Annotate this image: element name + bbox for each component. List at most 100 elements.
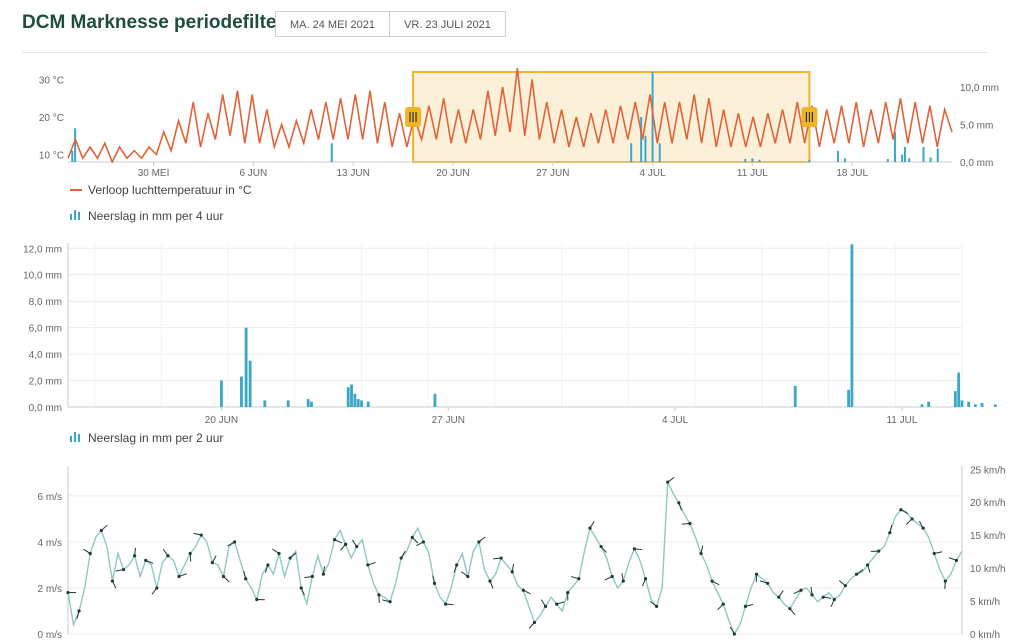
wind-point xyxy=(299,586,303,590)
precip-bar xyxy=(346,387,350,407)
precip-bar xyxy=(644,135,647,162)
wind-point xyxy=(532,620,537,625)
wind-point xyxy=(810,593,814,597)
y-tick-label: 8,0 mm xyxy=(29,297,62,308)
line-swatch-icon xyxy=(70,188,82,191)
wind-point xyxy=(488,579,492,583)
wind-point xyxy=(943,579,947,583)
wind-point xyxy=(443,602,448,606)
wind-point xyxy=(521,588,525,592)
y-right-tick-label: 0 km/h xyxy=(970,630,1000,640)
precip-bar xyxy=(847,389,850,407)
y-left-tick-label: 6 m/s xyxy=(38,492,62,503)
y-right-tick-label: 20 km/h xyxy=(970,498,1006,509)
date-end-button[interactable]: VR. 23 JULI 2021 xyxy=(389,11,506,37)
wind-point xyxy=(510,570,514,574)
wind-point xyxy=(666,480,670,484)
navigator-handle-right[interactable] xyxy=(801,107,818,127)
temperature-line xyxy=(67,68,953,164)
wind-point xyxy=(466,574,470,579)
precip-bar xyxy=(927,401,931,407)
y-right-tick-label: 10 km/h xyxy=(970,564,1006,575)
wind-point xyxy=(266,563,270,567)
x-tick-label: 11 JUL xyxy=(886,415,917,426)
page-title: DCM Marknesse periodefilter xyxy=(22,12,284,33)
precip-bar xyxy=(973,404,977,407)
precip-bar xyxy=(793,385,797,407)
wind-point xyxy=(843,584,847,588)
wind-point xyxy=(99,528,103,533)
header-divider xyxy=(22,52,988,53)
x-tick-label: 20 JUN xyxy=(205,415,238,426)
wind-point xyxy=(221,574,226,579)
wind-point xyxy=(699,551,703,556)
wind-point xyxy=(121,567,126,572)
wind-point xyxy=(421,540,425,544)
wind-point xyxy=(155,586,159,590)
y-tick-label: 4,0 mm xyxy=(29,350,62,361)
wind-point xyxy=(355,544,359,549)
wind-point xyxy=(310,574,314,579)
wind-point xyxy=(888,531,892,535)
legend-temperature-label: Verloop luchttemperatuur in °C xyxy=(88,183,252,197)
precip-bar xyxy=(953,391,957,407)
wind-point xyxy=(654,604,659,608)
wind-point xyxy=(499,556,503,560)
precip-bar xyxy=(993,404,997,407)
y-left-tick-label: 4 m/s xyxy=(38,538,62,549)
wind-point xyxy=(710,579,714,583)
x-tick-label: 27 JUN xyxy=(432,415,465,426)
precip-bar xyxy=(929,157,932,162)
x-tick-label: 4 JUL xyxy=(640,168,667,179)
wind-point xyxy=(555,602,559,606)
y-left-tick-label: 2 m/s xyxy=(38,584,62,595)
precip-bar xyxy=(74,128,77,162)
x-tick-label: 27 JUN xyxy=(536,168,569,179)
precip-bar xyxy=(908,158,911,162)
precip-bar xyxy=(922,147,925,162)
y-left-tick-label: 0 m/s xyxy=(38,630,62,640)
wind-point xyxy=(599,544,603,549)
wind-point xyxy=(877,549,881,553)
precip-bar xyxy=(758,159,761,162)
legend-precip-4h-label: Neerslag in mm per 4 uur xyxy=(88,209,224,223)
wind-point xyxy=(610,574,614,579)
wind-point xyxy=(88,551,92,556)
precip-bar xyxy=(240,376,243,407)
precip-bar xyxy=(360,400,363,407)
wind-point xyxy=(210,561,214,565)
wind-point xyxy=(344,542,348,546)
bar-swatch-icon xyxy=(70,210,80,221)
wind-point xyxy=(110,579,115,583)
y-right-tick-label: 15 km/h xyxy=(970,531,1006,542)
bar-swatch-icon xyxy=(70,432,80,443)
wind-point xyxy=(754,572,759,576)
navigator-handle-left[interactable] xyxy=(405,107,422,127)
legend-precip-2h[interactable]: Neerslag in mm per 2 uur xyxy=(70,431,223,445)
x-tick-label: 13 JUN xyxy=(336,168,369,179)
wind-point xyxy=(144,558,148,562)
precip-bar xyxy=(844,158,847,162)
legend-precip-4h[interactable]: Neerslag in mm per 4 uur xyxy=(70,209,223,223)
precip-bar xyxy=(920,404,924,407)
wind-point xyxy=(477,540,481,544)
precip-bar xyxy=(658,143,661,162)
wind-point xyxy=(932,551,936,556)
wind-point xyxy=(566,590,570,595)
y-right-tick-label: 5 km/h xyxy=(970,597,1000,608)
wind-point xyxy=(577,577,581,581)
precip-bar xyxy=(310,401,313,407)
wind-point xyxy=(432,581,437,585)
legend-temperature[interactable]: Verloop luchttemperatuur in °C xyxy=(70,183,252,197)
wind-point xyxy=(188,551,192,556)
precip-bar xyxy=(366,401,370,407)
wind-point xyxy=(288,556,292,560)
wind-point xyxy=(854,572,859,576)
precip-bar xyxy=(901,154,904,162)
wind-point xyxy=(732,632,736,636)
precip-bar xyxy=(244,327,248,407)
wind-point xyxy=(688,521,692,526)
y-tick-label: 0,0 mm xyxy=(29,403,62,414)
precip-bar xyxy=(850,244,854,407)
